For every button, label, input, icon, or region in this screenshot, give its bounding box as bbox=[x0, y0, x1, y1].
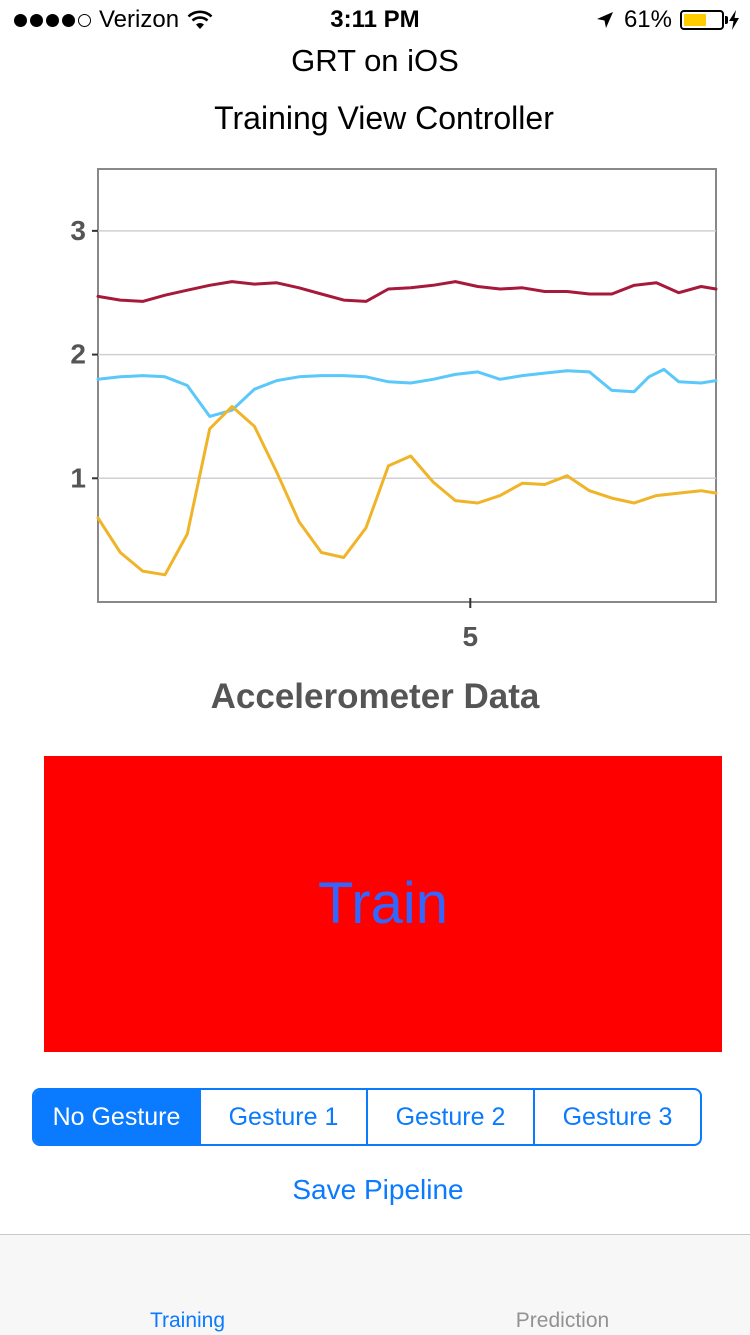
status-left: Verizon bbox=[14, 6, 213, 34]
save-pipeline-button[interactable]: Save Pipeline bbox=[292, 1174, 464, 1205]
series-line-2 bbox=[96, 367, 718, 418]
battery-percent: 61% bbox=[623, 6, 672, 33]
signal-dot bbox=[46, 13, 59, 27]
segment-gesture-3[interactable]: Gesture 3 bbox=[533, 1090, 700, 1144]
charging-bolt-icon bbox=[729, 10, 739, 30]
train-button-label: Train bbox=[318, 871, 448, 936]
chart-title: Accelerometer Data bbox=[210, 677, 540, 716]
app-title: GRT on iOS bbox=[291, 43, 459, 78]
series-line-3 bbox=[96, 405, 718, 577]
status-right: 61% bbox=[596, 6, 740, 34]
accelerometer-chart: 1 2 3 5 bbox=[0, 160, 750, 670]
segment-gesture-1[interactable]: Gesture 1 bbox=[199, 1090, 366, 1144]
signal-dot bbox=[14, 13, 27, 27]
tab-bar: Training Prediction bbox=[0, 1234, 750, 1335]
signal-dot bbox=[62, 13, 75, 27]
battery-nub bbox=[725, 16, 728, 24]
series-line-1 bbox=[96, 280, 718, 303]
location-arrow-icon bbox=[596, 12, 613, 28]
train-button[interactable]: Train bbox=[44, 756, 722, 1052]
gesture-segmented-control: No Gesture Gesture 1 Gesture 2 Gesture 3 bbox=[32, 1088, 702, 1146]
status-bar: Verizon 3:11 PM 61% bbox=[0, 0, 750, 40]
x-tick-label: 5 bbox=[463, 621, 479, 652]
tab-prediction[interactable]: Prediction bbox=[515, 1309, 610, 1332]
y-tick-label: 2 bbox=[70, 339, 86, 370]
view-controller-title: Training View Controller bbox=[214, 100, 554, 136]
chart-svg: 1 2 3 5 bbox=[70, 168, 718, 652]
battery-icon bbox=[680, 10, 728, 30]
wifi-icon bbox=[187, 10, 213, 29]
cell-signal-icon bbox=[14, 13, 91, 27]
segment-gesture-2[interactable]: Gesture 2 bbox=[366, 1090, 533, 1144]
y-tick-label: 1 bbox=[70, 462, 86, 493]
segment-no-gesture[interactable]: No Gesture bbox=[34, 1090, 199, 1144]
battery-level-fill bbox=[684, 14, 706, 26]
carrier-name: Verizon bbox=[99, 6, 180, 33]
tab-training[interactable]: Training bbox=[149, 1309, 226, 1332]
y-tick-label: 3 bbox=[70, 215, 86, 246]
signal-dot bbox=[30, 13, 43, 27]
signal-dot-empty bbox=[78, 13, 91, 27]
plot-frame bbox=[97, 168, 717, 603]
